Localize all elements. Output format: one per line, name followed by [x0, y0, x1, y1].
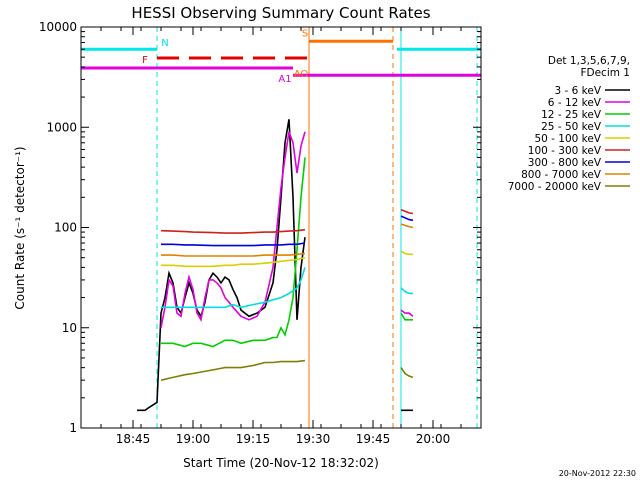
series-line-8-seg-1 — [400, 367, 414, 379]
series-line-2-seg-0 — [161, 157, 306, 348]
series-line-3-seg-1 — [400, 287, 413, 295]
series-line-7-seg-1 — [400, 223, 414, 229]
series-line-1-seg-1 — [400, 309, 414, 317]
series-line-2-seg-1 — [400, 312, 413, 321]
legend-label-4: 50 - 100 keV — [534, 133, 601, 145]
series-line-6-seg-0 — [161, 242, 306, 247]
legend-label-8: 7000 - 20000 keV — [508, 181, 602, 193]
flag-label-ao: AO — [294, 69, 309, 80]
timestamp: 20-Nov-2012 22:30 — [559, 469, 636, 478]
series-line-3-seg-0 — [161, 267, 306, 309]
legend-header-line-0: Det 1,3,5,6,7,9, — [548, 55, 630, 67]
x-tick-label-2: 19:15 — [236, 432, 271, 446]
series-line-6-seg-1 — [400, 215, 414, 222]
legend-label-1: 6 - 12 keV — [548, 97, 602, 109]
legend-label-6: 300 - 800 keV — [528, 157, 602, 169]
x-tick-label-4: 19:45 — [356, 432, 391, 446]
y-tick-label-3: 1000 — [46, 120, 77, 134]
x-tick-label-3: 19:30 — [296, 432, 331, 446]
plot-frame — [80, 26, 482, 429]
chart-title: HESSI Observing Summary Count Rates — [131, 4, 430, 22]
flag-label-s: S — [302, 28, 308, 39]
series-line-5-seg-0 — [160, 228, 306, 234]
series-line-7-seg-0 — [161, 252, 306, 257]
series-line-4-seg-1 — [400, 250, 413, 256]
x-tick-label-0: 18:45 — [116, 432, 151, 446]
series-line-0-seg-0 — [137, 119, 306, 412]
x-tick-label-1: 19:00 — [176, 432, 211, 446]
flag-label-a1: A1 — [278, 74, 291, 85]
y-tick-label-0: 1 — [69, 421, 77, 435]
x-axis-label: Start Time (20-Nov-12 18:32:02) — [183, 456, 379, 470]
y-axis-label: Count Rate (s⁻¹ detector⁻¹) — [13, 146, 27, 309]
y-tick-label-2: 100 — [54, 221, 77, 235]
legend-label-5: 100 - 300 keV — [528, 145, 602, 157]
flag-label-f: F — [142, 55, 148, 66]
legend-label-3: 25 - 50 keV — [541, 121, 602, 133]
legend-label-2: 12 - 25 keV — [541, 109, 602, 121]
series-line-4-seg-0 — [161, 256, 306, 268]
y-tick-label-1: 10 — [62, 321, 77, 335]
legend-header-line-1: FDecim 1 — [580, 67, 630, 79]
legend-label-0: 3 - 6 keV — [554, 85, 601, 97]
y-tick-label-4: 10000 — [39, 20, 77, 34]
series-line-1-seg-0 — [160, 131, 306, 328]
series-line-8-seg-0 — [160, 359, 306, 381]
flag-label-n: N — [161, 38, 168, 49]
x-tick-label-5: 20:00 — [416, 432, 451, 446]
series-line-5-seg-1 — [400, 209, 414, 215]
legend-label-7: 800 - 7000 keV — [521, 169, 602, 181]
